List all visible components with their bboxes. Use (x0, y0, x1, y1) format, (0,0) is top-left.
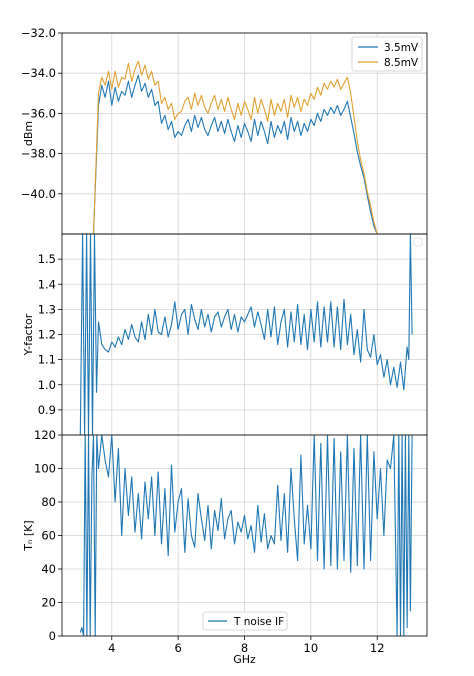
legend-label: T noise IF (233, 616, 284, 628)
y-axis-label: Y-factor (22, 313, 35, 356)
legend-label: 8.5mV (384, 57, 419, 69)
y-tick-label: 0 (49, 629, 56, 643)
yfactor-panel: 1.5 1.4 1.3 1.2 1.1 1.0 0.9 Y-factor (22, 233, 428, 436)
x-tick-label: 6 (174, 641, 181, 655)
y-tick-label: 1.2 (38, 328, 56, 342)
series-line (79, 234, 413, 435)
series-line (92, 74, 378, 234)
y-tick-label: 120 (34, 428, 56, 442)
noise-temperature-panel: 120 100 80 60 40 20 0 Tₙ [K] 4 6 8 10 12 GHz T noise I… (22, 428, 428, 666)
x-tick-label: 12 (370, 641, 385, 655)
y-tick-label: 80 (41, 495, 56, 509)
power-panel: −32.0 −34.0 −36.0 −38.0 −40.0 dBm 3.5mV 8.5mV (21, 26, 428, 235)
y-tick-label: 40 (41, 562, 56, 576)
x-tick-label: 4 (108, 641, 115, 655)
y-axis-label: Tₙ [K] (22, 520, 35, 551)
y-tick-label: 1.5 (38, 252, 56, 266)
y-tick-label: −36.0 (21, 106, 56, 120)
legend-box (202, 611, 288, 631)
y-tick-label: 1.4 (38, 277, 56, 291)
y-tick-label: 100 (34, 462, 56, 476)
y-tick-label: −38.0 (21, 147, 56, 161)
legend-box (413, 237, 423, 247)
y-tick-label: 60 (41, 529, 56, 543)
y-tick-label: 1.0 (38, 378, 56, 392)
x-tick-label: 8 (241, 641, 248, 655)
y-tick-label: 0.9 (38, 403, 56, 417)
x-tick-label: 10 (304, 641, 319, 655)
y-tick-label: 1.1 (38, 353, 56, 367)
y-tick-label: 20 (41, 596, 56, 610)
series-line (79, 435, 413, 636)
y-tick-label: 1.3 (38, 302, 56, 316)
y-tick-label: −34.0 (21, 66, 56, 80)
legend-label: 3.5mV (384, 42, 419, 54)
y-axis-label: dBm (22, 121, 35, 146)
series-line (92, 60, 378, 234)
y-tick-label: −32.0 (21, 26, 56, 40)
y-tick-label: −40.0 (21, 187, 56, 201)
x-axis-label: GHz (233, 653, 256, 666)
